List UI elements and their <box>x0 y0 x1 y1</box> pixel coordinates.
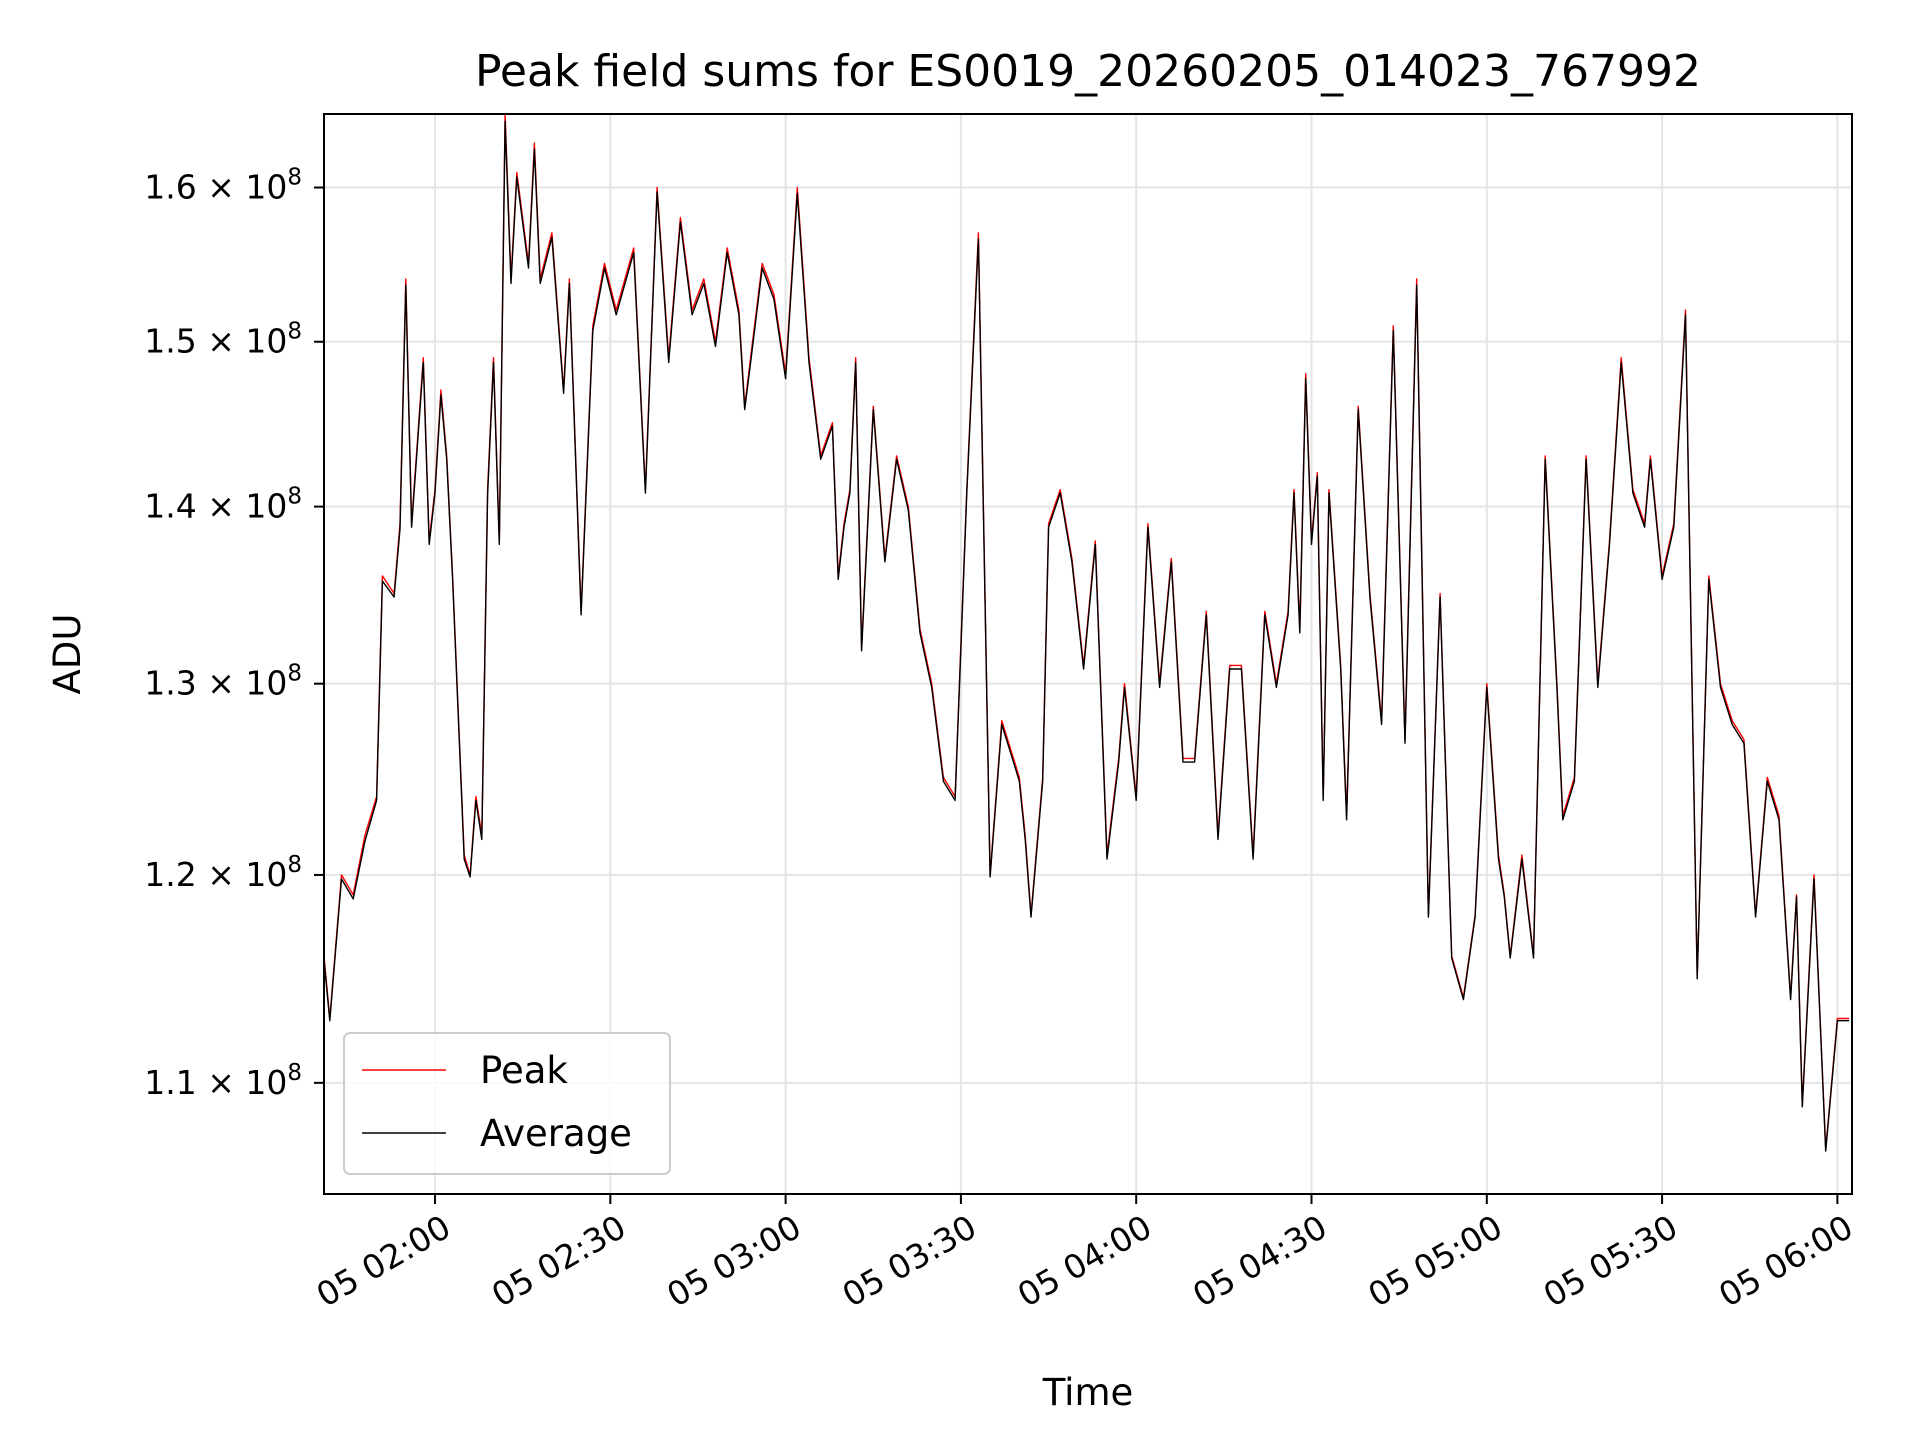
chart-title: Peak field sums for ES0019_20260205_0140… <box>475 46 1701 97</box>
y-tick-label: 1.5 × 108 <box>144 319 302 361</box>
grid-layer <box>324 114 1852 1194</box>
y-axis-ticks: 1.1 × 108 1.2 × 108 1.3 × 108 1.4 × 108 1.5 … <box>144 165 324 1102</box>
y-tick-label: 1.2 × 108 <box>144 852 302 894</box>
y-tick-label: 1.3 × 108 <box>144 661 302 703</box>
series-layer <box>323 113 1850 1152</box>
legend-box <box>343 1032 671 1175</box>
series-line-average <box>323 120 1850 1152</box>
y-tick-label: 1.6 × 108 <box>144 165 302 207</box>
x-axis-label: Time <box>1042 1371 1134 1414</box>
y-tick-label: 1.1 × 108 <box>144 1060 302 1102</box>
y-tick-label: 1.4 × 108 <box>144 484 302 526</box>
legend-label-peak: Peak <box>480 1049 568 1092</box>
y-axis-label: ADU <box>46 614 89 695</box>
legend: Peak Average <box>343 1032 671 1175</box>
plot-frame <box>323 113 1853 1195</box>
legend-label-average: Average <box>480 1112 632 1155</box>
